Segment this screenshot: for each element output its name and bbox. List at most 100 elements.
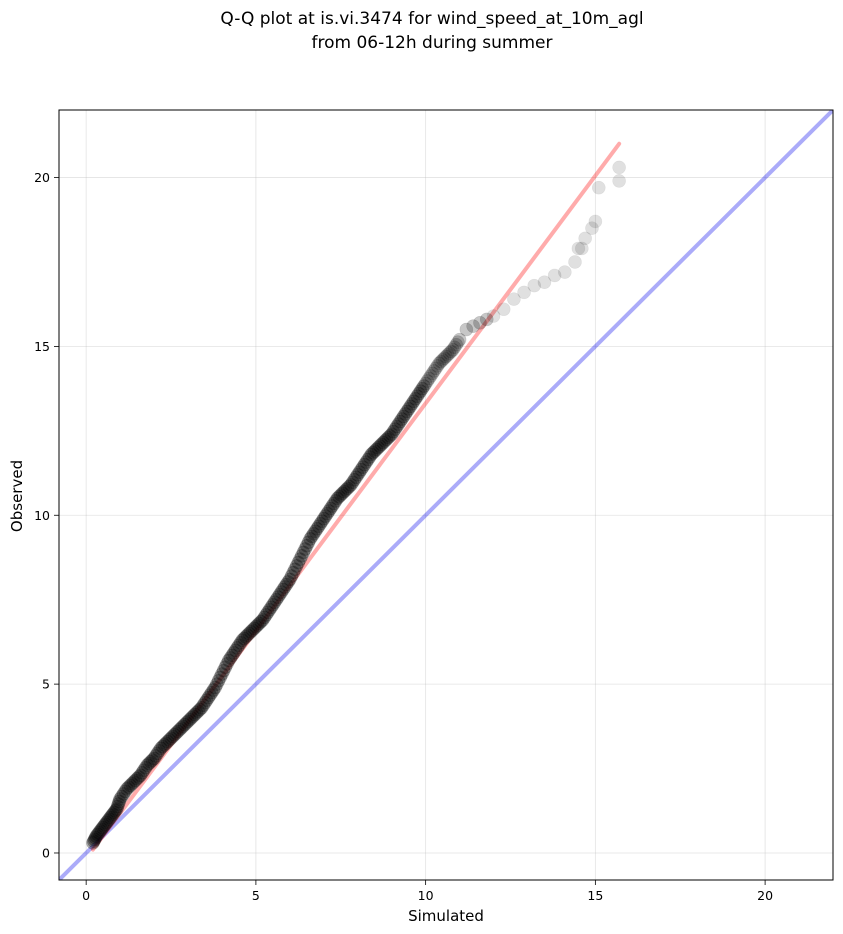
quantile-point (408, 391, 423, 406)
quantile-point (242, 626, 256, 641)
quantile-point (418, 376, 433, 391)
quantile-point (201, 690, 216, 705)
quantile-point (369, 442, 384, 457)
quantile-point (420, 374, 435, 388)
quantile-point (437, 351, 452, 366)
quantile-point (162, 733, 177, 747)
quantile-point (120, 782, 134, 796)
quantile-point (537, 275, 552, 290)
quantile-point (111, 797, 126, 811)
quantile-point (517, 285, 531, 300)
quantile-point (459, 322, 474, 337)
quantile-point (228, 643, 243, 658)
quantile-point (417, 379, 431, 393)
quantile-point (281, 575, 295, 589)
quantile-point (293, 552, 307, 566)
chart-title-line-1: Q-Q plot at is.vi.3474 for wind_speed_at… (220, 9, 643, 29)
quantile-point (591, 180, 606, 195)
quantile-point (350, 467, 365, 482)
quantile-point (218, 660, 233, 675)
quantile-point (578, 231, 592, 246)
quantile-point (204, 685, 219, 700)
quantile-point (107, 805, 121, 820)
quantile-point (215, 667, 229, 681)
quantile-point (362, 450, 377, 464)
quantile-point (160, 734, 175, 749)
quantile-point (432, 356, 447, 371)
quantile-point (109, 802, 124, 816)
x-axis-ticks: 0 5 10 15 20 (82, 880, 773, 903)
y-tick-label: 10 (34, 508, 50, 523)
quantile-point (449, 337, 463, 352)
quantile-point (507, 292, 521, 306)
quantile-point (199, 693, 214, 707)
quantile-point (612, 174, 626, 188)
quantile-point (401, 402, 416, 416)
quantile-point (244, 624, 258, 639)
quantile-point (381, 430, 396, 445)
quantile-point (413, 384, 428, 398)
quantile-point (571, 241, 586, 256)
quantile-point (427, 364, 441, 378)
quantile-point (352, 465, 367, 480)
quantile-point (303, 532, 318, 546)
quantile-point (121, 780, 136, 794)
quantile-point (240, 628, 255, 642)
quantile-point (378, 434, 392, 448)
quantile-point (223, 651, 238, 665)
quantile-point (233, 635, 248, 650)
quantile-point (444, 344, 458, 359)
quantile-point (254, 614, 268, 629)
quantile-point (354, 462, 368, 477)
quantile-point (148, 749, 163, 763)
quantile-point (102, 812, 116, 827)
quantile-point (357, 457, 372, 472)
quantile-point (439, 349, 453, 364)
quantile-point (588, 214, 603, 229)
quantile-point (384, 427, 399, 442)
quantile-point (137, 763, 151, 778)
quantile-point (328, 494, 343, 508)
quantile-point (211, 673, 226, 688)
quantile-point (333, 488, 348, 502)
quantile-point (150, 746, 165, 761)
quantile-point (383, 429, 397, 443)
quantile-point (269, 592, 284, 607)
quantile-point (108, 803, 123, 818)
quantile-point (235, 633, 250, 648)
y-tick-label: 5 (42, 677, 50, 692)
quantile-point (279, 577, 294, 592)
quantile-point (93, 824, 107, 838)
quantile-point (440, 348, 455, 362)
quantile-point (395, 412, 409, 426)
quantile-point (283, 572, 297, 587)
quantile-point (527, 278, 542, 293)
quantile-point (320, 506, 334, 521)
quantile-point (371, 440, 385, 455)
quantile-point (252, 616, 267, 631)
quantile-point (249, 619, 263, 634)
quantile-point (194, 700, 209, 715)
y-axis-label: Observed (8, 460, 26, 532)
quantile-point (276, 582, 290, 597)
quantile-point (345, 475, 360, 490)
quantile-point (376, 435, 390, 450)
quantile-point (250, 618, 265, 632)
quantile-point (298, 542, 312, 556)
quantile-point (547, 268, 562, 283)
quantile-point (434, 354, 448, 369)
quantile-point (466, 319, 480, 333)
quantile-point (213, 670, 228, 685)
quantile-point (349, 470, 363, 485)
quantile-points (86, 160, 626, 850)
quantile-point (289, 559, 304, 573)
grid (59, 110, 833, 880)
quantile-point (104, 809, 119, 823)
quantile-point (425, 366, 440, 381)
quantile-point (339, 483, 353, 497)
quantile-point (429, 361, 443, 376)
quantile-point (410, 389, 424, 404)
quantile-point (574, 241, 589, 256)
quantile-point (479, 312, 494, 327)
quantile-point (330, 491, 345, 506)
